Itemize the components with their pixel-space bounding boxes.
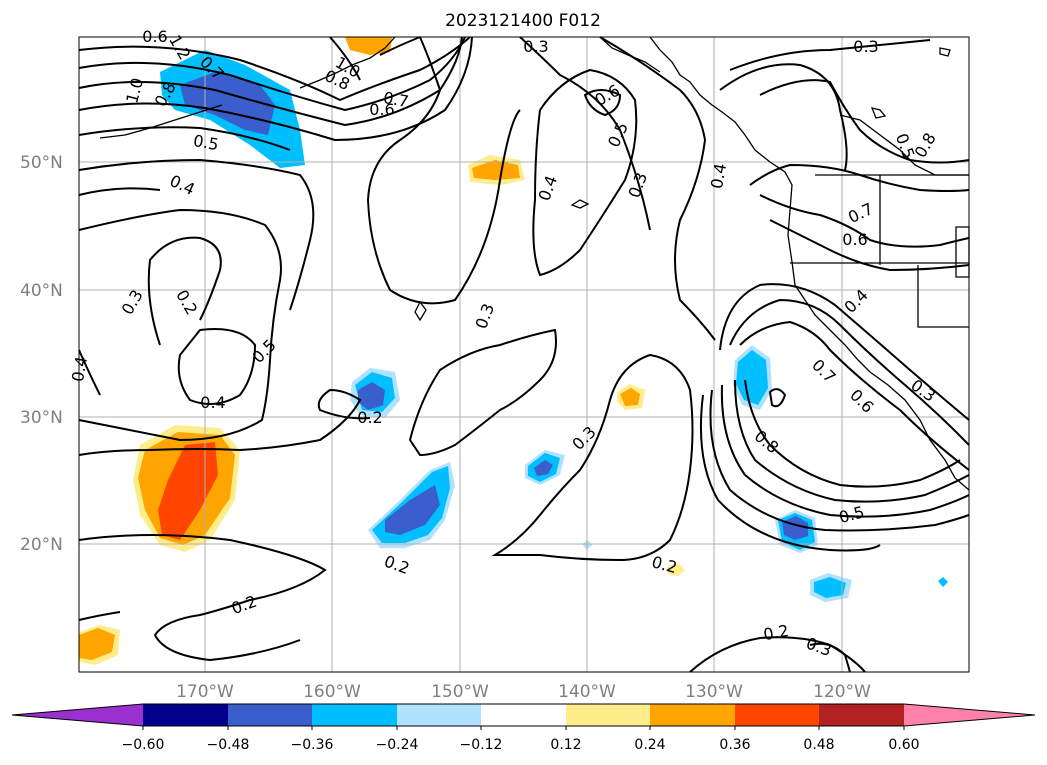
negative-anomaly-core [385,485,440,535]
map-background [79,37,969,672]
colorbar-tick-label: 0.36 [719,737,750,753]
contour-label-group: 0.3 [523,37,548,56]
colorbar-segment [650,704,735,726]
contour-label: 0.2 [762,621,790,644]
negative-anomaly-area [814,577,846,598]
contour-label: 0.3 [523,37,548,56]
contour-label-group: 0.6 [369,100,394,119]
colorbar-tick-label: 0.48 [803,737,834,753]
lon-label: 130°W [685,682,743,702]
lat-label: 20°N [20,535,63,555]
positive-anomaly-core [79,628,115,660]
positive-anomaly-core [472,160,520,180]
lat-label: 40°N [20,281,63,301]
colorbar-tick-label: −0.12 [460,737,503,753]
colorbar-segment [228,704,312,726]
contour-label: 0.4 [200,393,225,412]
filled-shading [79,37,948,665]
longitude-labels: 170°W 160°W 150°W 140°W 130°W 120°W [176,682,871,702]
contour-label: 0.5 [192,131,220,154]
lon-label: 120°W [813,682,871,702]
colorbar-tick-label: −0.60 [122,737,165,753]
colorbar-segment [143,704,228,726]
lon-label: 160°W [303,682,361,702]
negative-anomaly-area [736,350,768,405]
contour-label: 0.6 [842,230,867,249]
lat-label: 50°N [20,153,63,173]
figure-title: 2023121400 F012 [445,11,601,31]
contour-label: 0.4 [707,162,730,190]
colorbar-segment [819,704,904,726]
latitude-labels: 50°N 40°N 30°N 20°N [20,153,63,555]
colorbar-extend-min [12,704,143,726]
contour-label-group: 0.3 [853,37,878,56]
lat-label: 30°N [20,408,63,428]
contour-label-group: 0.2 [762,621,790,644]
lon-label: 170°W [176,682,234,702]
contour-label: 0.6 [369,100,394,119]
colorbar: −0.60 −0.48 −0.36 −0.24 −0.12 0.12 0.24 … [11,703,1036,753]
colorbar-segment [566,704,650,726]
colorbar-tick-label: −0.24 [376,737,419,753]
positive-anomaly-core [620,388,640,406]
contour-lines [78,36,970,673]
negative-anomaly-area [938,577,948,587]
negative-anomaly-core [534,460,553,476]
colorbar-tick-label: −0.36 [291,737,334,753]
contour-label: 0.3 [853,37,878,56]
map-frame [78,36,970,673]
gridlines [79,37,969,672]
contour-label: 0.7 [382,88,410,111]
positive-anomaly-area [667,563,685,576]
contour-label-group: 0.5 [192,131,220,154]
lon-label: 140°W [558,682,616,702]
contour-label-group: 0.7 [382,88,410,111]
colorbar-tick-label: −0.48 [207,737,250,753]
colorbar-tick-label: 0.60 [888,737,919,753]
colorbar-segment [735,704,819,726]
contour-label-group: 0.2 [357,408,382,427]
positive-anomaly-peak [158,442,218,540]
negative-anomaly-core [358,382,385,410]
contour-label: 0.4 [68,355,91,383]
colorbar-segment [312,704,397,726]
lon-label: 150°W [431,682,489,702]
colorbar-tick-label: 0.12 [550,737,581,753]
contour-label-group: 0.4 [200,393,225,412]
contour-label-group: 0.4 [707,162,730,190]
colorbar-segment [397,704,481,726]
contour-label: 0.2 [357,408,382,427]
colorbar-tick-label: 0.24 [634,737,665,753]
contour-label-group: 0.6 [842,230,867,249]
contour-label-group: 0.4 [68,355,91,383]
colorbar-segment [481,704,566,726]
colorbar-extend-max [904,704,1035,726]
